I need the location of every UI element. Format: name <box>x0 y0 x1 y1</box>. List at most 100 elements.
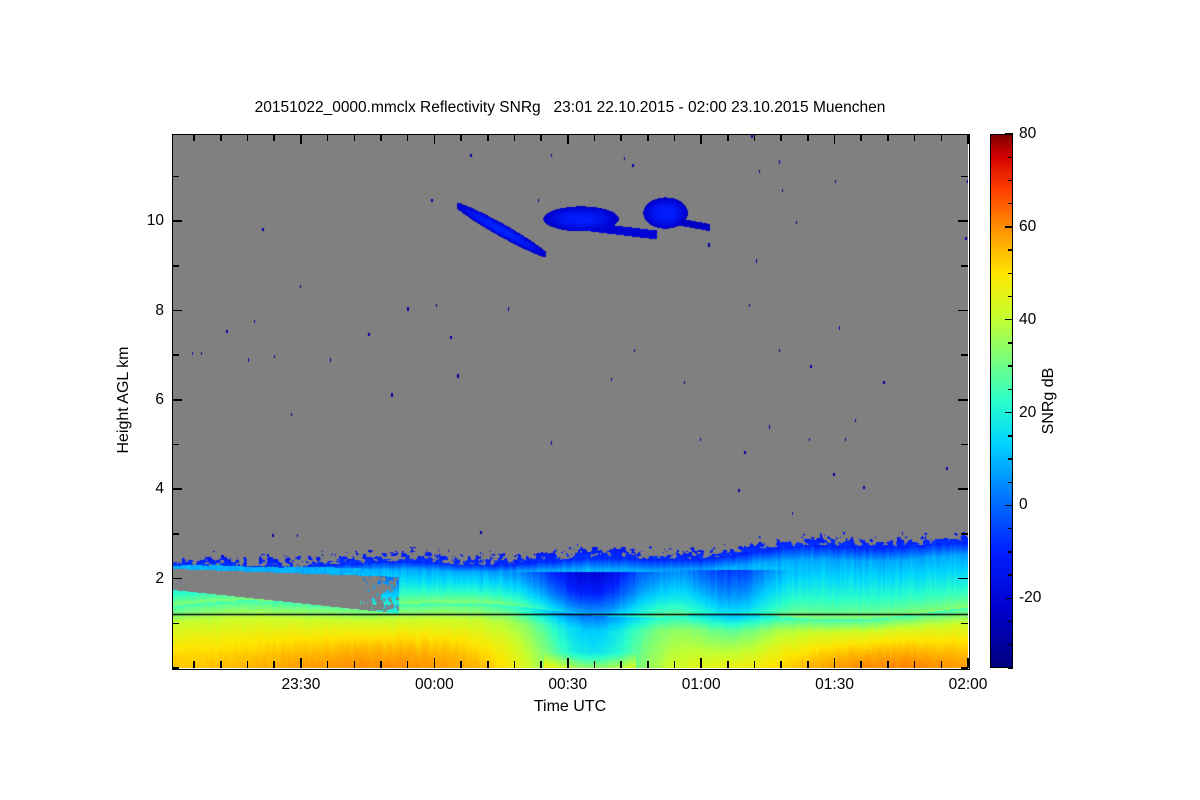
y-tick-major <box>172 220 182 222</box>
colorbar-tick-label: 0 <box>1019 496 1028 514</box>
y-tick-minor <box>172 667 179 669</box>
y-tick-label: 2 <box>155 569 164 587</box>
x-tick-minor-top <box>220 134 222 141</box>
colorbar-tick-major <box>1005 504 1013 507</box>
x-tick-minor-top <box>246 134 249 141</box>
x-tick-major-top <box>700 134 702 144</box>
x-tick-major <box>433 658 436 668</box>
x-tick-minor-top <box>540 134 542 141</box>
y-tick-minor-right <box>961 265 968 267</box>
x-tick-minor <box>380 661 382 668</box>
x-tick-major-top <box>967 134 969 144</box>
x-tick-minor <box>460 661 462 668</box>
colorbar-tick-minor <box>1008 481 1013 483</box>
x-tick-major <box>833 658 836 668</box>
x-tick-major <box>700 658 702 668</box>
y-tick-minor-right <box>961 667 968 669</box>
colorbar-tick-minor <box>1008 667 1013 669</box>
x-tick-minor <box>513 661 516 668</box>
x-tick-minor <box>593 661 596 668</box>
colorbar-tick-minor <box>1008 551 1013 553</box>
y-tick-major <box>172 309 182 312</box>
x-tick-minor-top <box>913 134 916 141</box>
x-tick-minor <box>326 661 329 668</box>
colorbar-tick-minor <box>1008 272 1013 274</box>
x-tick-minor-top <box>807 134 809 141</box>
x-tick-label: 01:00 <box>681 676 721 693</box>
x-tick-minor <box>913 661 916 668</box>
colorbar-tick-label: 40 <box>1019 310 1037 328</box>
colorbar-tick-minor <box>1008 249 1013 251</box>
x-tick-minor <box>486 661 489 668</box>
colorbar-tick-minor <box>1008 527 1013 530</box>
colorbar-tick-minor <box>1008 295 1013 298</box>
y-tick-minor <box>172 443 179 446</box>
colorbar-tick-minor <box>1008 365 1013 367</box>
colorbar-tick-major <box>1005 133 1013 135</box>
y-tick-minor-right <box>961 533 968 535</box>
y-tick-label: 4 <box>155 480 164 498</box>
x-tick-minor-top <box>753 134 756 141</box>
colorbar-tick-minor <box>1008 574 1013 576</box>
x-tick-minor <box>540 661 542 668</box>
colorbar-tick-label: -20 <box>1019 589 1042 607</box>
x-tick-minor <box>620 661 622 668</box>
y-tick-minor <box>172 265 179 267</box>
colorbar-tick-major <box>1005 226 1013 228</box>
y-tick-major-right <box>958 488 968 491</box>
colorbar <box>990 134 1013 668</box>
colorbar-tick-minor <box>1008 342 1013 344</box>
y-tick-minor-right <box>961 622 968 625</box>
y-tick-major-right <box>958 309 968 312</box>
x-tick-minor <box>406 661 409 668</box>
y-tick-minor-right <box>961 354 968 356</box>
colorbar-tick-minor <box>1008 388 1013 391</box>
x-tick-minor <box>246 661 249 668</box>
x-tick-minor-top <box>513 134 516 141</box>
x-tick-minor-top <box>940 134 943 141</box>
y-tick-minor <box>172 622 179 625</box>
y-tick-minor-right <box>961 175 968 178</box>
x-tick-minor-top <box>353 134 356 141</box>
x-tick-minor <box>193 661 196 668</box>
y-tick-label: 6 <box>155 390 164 408</box>
y-tick-label: 8 <box>155 301 164 319</box>
x-tick-minor-top <box>673 134 676 141</box>
colorbar-tick-minor <box>1008 156 1013 158</box>
x-tick-minor <box>780 661 783 668</box>
x-tick-minor-top <box>593 134 596 141</box>
x-tick-minor-top <box>380 134 382 141</box>
x-tick-minor <box>807 661 809 668</box>
x-tick-minor-top <box>860 134 863 141</box>
reflectivity-heatmap <box>172 134 968 668</box>
x-tick-minor-top <box>620 134 622 141</box>
y-tick-major-right <box>958 220 968 222</box>
page-title: 20151022_0000.mmclx Reflectivity SNRg 23… <box>254 99 886 116</box>
x-tick-minor <box>353 661 356 668</box>
x-tick-minor-top <box>486 134 489 141</box>
y-tick-minor <box>172 354 179 356</box>
x-tick-minor-top <box>780 134 783 141</box>
y-tick-major-right <box>958 577 968 580</box>
x-tick-label: 01:30 <box>815 676 854 693</box>
x-tick-minor-top <box>326 134 329 141</box>
colorbar-tick-minor <box>1008 644 1013 646</box>
x-tick-major <box>967 658 969 668</box>
colorbar-label: SNRg dB <box>1040 367 1057 435</box>
x-tick-major-top <box>833 134 836 144</box>
colorbar-gradient <box>990 134 1013 668</box>
colorbar-tick-major <box>1005 411 1013 414</box>
y-tick-major-right <box>958 399 968 401</box>
x-tick-minor-top <box>647 134 649 141</box>
colorbar-tick-label: 80 <box>1019 125 1037 142</box>
x-tick-major-top <box>433 134 436 144</box>
x-tick-minor <box>220 661 222 668</box>
x-tick-label: 02:00 <box>948 676 988 693</box>
x-tick-major <box>566 658 569 668</box>
colorbar-tick-minor <box>1008 620 1013 623</box>
x-tick-minor <box>273 661 276 668</box>
y-tick-minor <box>172 533 179 535</box>
axes-frame <box>172 134 970 670</box>
colorbar-tick-label: 60 <box>1019 217 1037 235</box>
